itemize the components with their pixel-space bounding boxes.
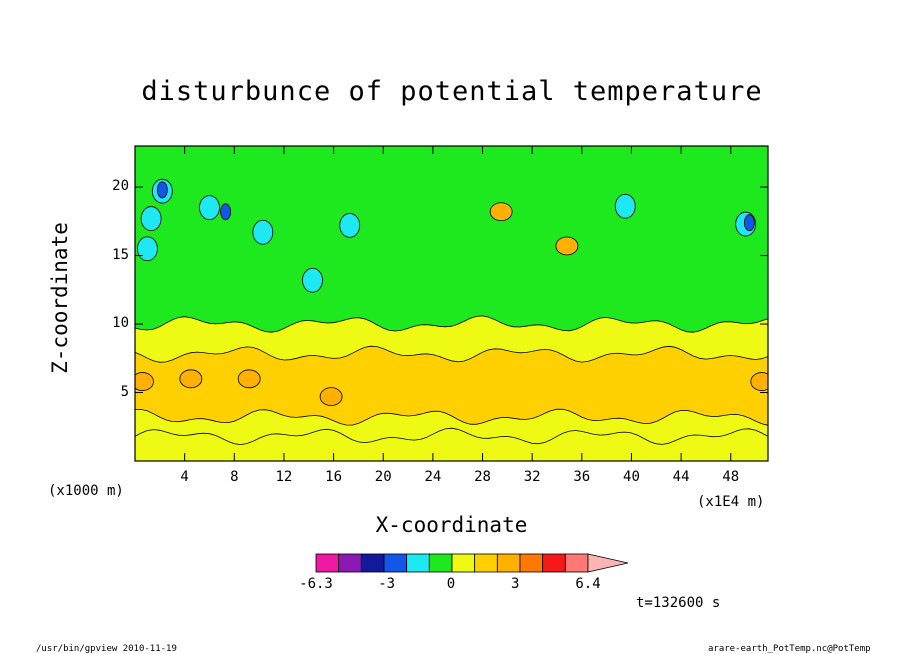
x-tick-label: 20 <box>374 469 392 485</box>
x-tick-label: 44 <box>672 469 690 485</box>
y-axis-label: Z-coordinate <box>48 222 72 374</box>
x-tick-label: 36 <box>573 469 591 485</box>
cool-cell <box>199 195 220 221</box>
colorbar-label: -6.3 <box>299 576 333 592</box>
x-tick-label: 24 <box>424 469 442 485</box>
y-tick-label: 15 <box>112 246 129 263</box>
x-tick-label: 40 <box>623 469 640 485</box>
cool-cell <box>140 206 162 231</box>
time-label: t=132600 s <box>636 595 721 611</box>
warm-cell <box>489 202 513 222</box>
x-tick-label: 8 <box>230 469 239 485</box>
warm-cell <box>319 387 343 407</box>
footer-right: arare-earth_PotTemp.nc@PotTemp <box>708 644 871 654</box>
y-tick-label: 20 <box>112 178 129 195</box>
colorbar-arrow <box>587 553 629 573</box>
warm-cell <box>179 369 203 389</box>
y-tick-label: 10 <box>112 315 129 332</box>
contour-layer <box>135 427 768 461</box>
x-axis-unit: (x1E4 m) <box>697 494 765 510</box>
plot-frame <box>134 145 769 462</box>
colorbar-label: 0 <box>446 576 456 592</box>
warm-cell <box>135 372 154 391</box>
warm-cell <box>555 236 579 256</box>
cool-cell <box>743 214 755 232</box>
cool-cell <box>156 181 168 199</box>
colorbar-label: -3 <box>378 576 396 592</box>
warm-cell <box>237 369 261 389</box>
x-tick-label: 16 <box>325 469 342 485</box>
x-tick-label: 12 <box>275 469 293 485</box>
cool-cell <box>220 203 232 221</box>
x-tick-label: 28 <box>474 469 491 485</box>
x-tick-label: 32 <box>523 469 541 485</box>
cool-cell <box>302 267 323 293</box>
colorbar-label: 6.4 <box>575 576 601 592</box>
cool-cell <box>614 193 636 219</box>
colorbar-label: 3 <box>510 576 520 592</box>
x-axis-label: X-coordinate <box>375 513 528 537</box>
x-tick-label: 48 <box>722 469 740 485</box>
footer-left: /usr/bin/gpview 2010-11-19 <box>36 644 177 654</box>
y-axis-unit: (x1000 m) <box>48 483 124 499</box>
cool-cell <box>137 236 158 262</box>
cool-cell <box>339 213 361 238</box>
warm-cell <box>750 372 768 391</box>
cool-cell <box>252 219 274 245</box>
x-tick-label: 4 <box>180 469 189 485</box>
y-tick-label: 5 <box>120 383 129 400</box>
chart-title: disturbunce of potential temperature <box>141 76 763 107</box>
